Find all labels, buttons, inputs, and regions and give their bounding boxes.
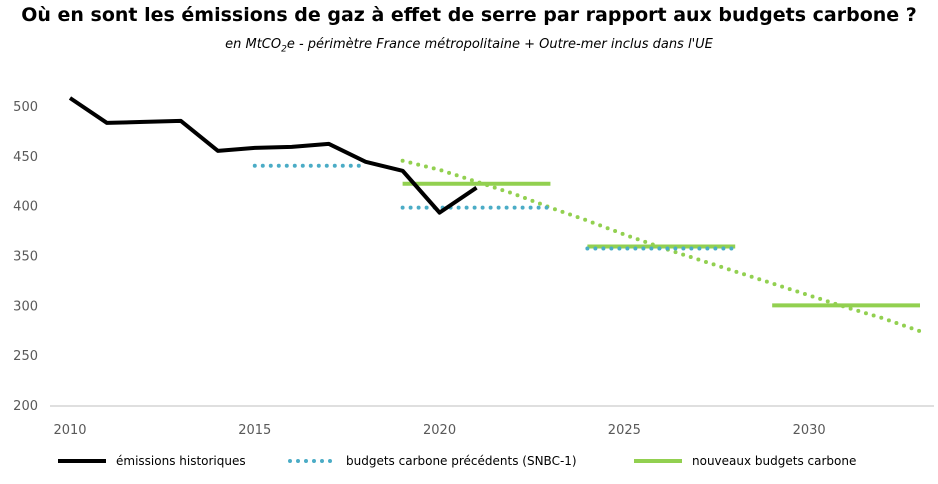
chart-axes: 200 250 300 350 400 450 500 2010 2015 2020 2025 203…: [13, 100, 934, 438]
y-tick-label: 450: [13, 150, 38, 165]
subtitle-subscript: 2: [281, 44, 287, 55]
chart-subtitle: en MtCO2e - périmètre France métropolita…: [0, 37, 938, 55]
x-tick-label: 2030: [793, 423, 826, 438]
legend-swatch-historical: [58, 459, 106, 463]
legend-swatch-new-budgets: [634, 459, 682, 463]
y-tick-label: 300: [13, 299, 38, 314]
legend-item-previous-budgets: budgets carbone précédents (SNBC-1): [288, 454, 577, 468]
y-tick-label: 250: [13, 349, 38, 364]
chart-legend: émissions historiques budgets carbone pr…: [0, 454, 938, 478]
x-tick-label: 2010: [53, 423, 86, 438]
x-tick-label: 2025: [608, 423, 641, 438]
historical-emissions-line: [68, 96, 478, 215]
subtitle-scope: e - périmètre France métropolitaine + Ou…: [286, 37, 713, 52]
legend-label-historical: émissions historiques: [116, 454, 246, 468]
subtitle-unit: en MtCO: [225, 37, 282, 52]
x-tick-label: 2015: [238, 423, 271, 438]
y-tick-label: 400: [13, 200, 38, 215]
chart-series: [68, 96, 922, 334]
y-tick-label: 500: [13, 100, 38, 115]
legend-item-new-budgets: nouveaux budgets carbone: [634, 454, 856, 468]
y-tick-label: 200: [13, 399, 38, 414]
x-tick-label: 2020: [423, 423, 456, 438]
chart-title: Où en sont les émissions de gaz à effet …: [21, 4, 917, 26]
legend-label-new-budgets: nouveaux budgets carbone: [692, 454, 857, 468]
legend-swatch-previous-budgets: [288, 459, 336, 463]
legend-label-previous-budgets: budgets carbone précédents (SNBC-1): [346, 454, 577, 468]
y-tick-label: 350: [13, 249, 38, 264]
legend-item-historical: émissions historiques: [58, 454, 246, 468]
